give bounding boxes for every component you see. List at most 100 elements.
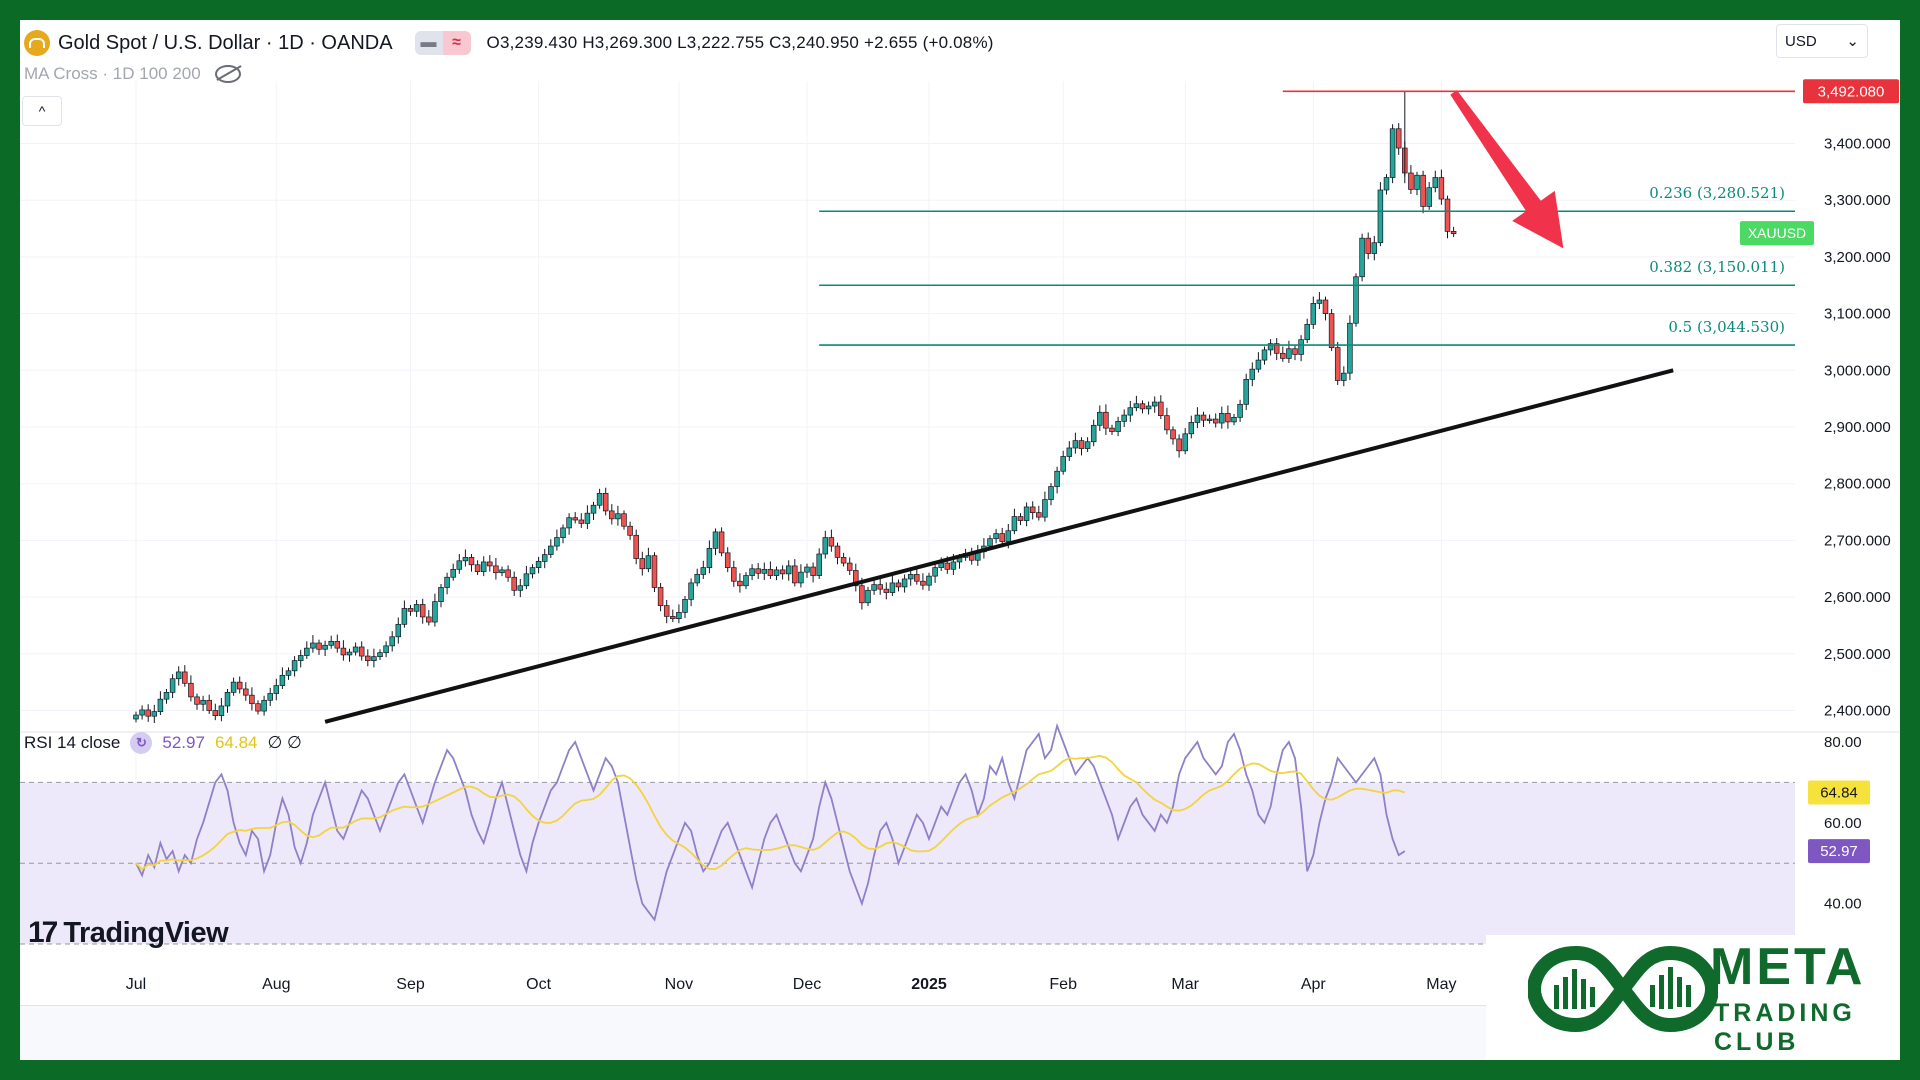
candle-up <box>1267 343 1274 351</box>
candle-down <box>1158 401 1164 417</box>
candle <box>724 547 731 573</box>
candle-up <box>1188 422 1195 435</box>
candle-up <box>523 573 530 587</box>
candle-up <box>1054 470 1060 487</box>
candle-down <box>1036 512 1042 518</box>
candle <box>871 580 877 595</box>
price-tick-label: 2,600.000 <box>1824 589 1891 606</box>
candle-down <box>1200 414 1207 421</box>
candle <box>1359 233 1365 282</box>
candle <box>810 562 816 583</box>
gold-symbol-icon[interactable] <box>24 30 50 56</box>
candle <box>932 563 938 583</box>
candle-down <box>407 608 414 612</box>
candle <box>157 691 164 716</box>
candle-up <box>761 568 768 574</box>
candle <box>1072 432 1079 454</box>
candle <box>743 572 749 590</box>
candle-up <box>554 537 560 547</box>
candle <box>462 549 469 567</box>
ma-cross-legend[interactable]: MA Cross · 1D 100 200 <box>24 64 241 84</box>
price-axis[interactable]: 3,400.000 3,300.000 3,200.000 3,100.000 3,00… <box>1740 79 1899 913</box>
candle <box>578 513 585 528</box>
symbol-title[interactable]: Gold Spot / U.S. Dollar · 1D · OANDA <box>58 31 393 54</box>
candle <box>615 505 621 526</box>
candle-down <box>828 537 835 547</box>
candle <box>1292 345 1298 361</box>
candle-down <box>1420 174 1426 207</box>
candle-up <box>535 561 542 568</box>
candle-up <box>1042 499 1048 518</box>
candle <box>840 552 847 567</box>
price-tick-label: 2,500.000 <box>1824 646 1891 663</box>
candle <box>499 566 505 577</box>
candle <box>1145 401 1152 415</box>
candle-up <box>322 644 328 650</box>
rsi-tick-label: 60.00 <box>1824 815 1862 832</box>
collapse-legend-button[interactable]: ^ <box>22 96 62 126</box>
candle-down <box>999 533 1005 542</box>
candle <box>1158 395 1164 420</box>
time-tick-label: Sep <box>396 976 425 993</box>
rsi-legend[interactable]: RSI 14 close ↻ 52.97 64.84 ∅ ∅ <box>24 732 302 754</box>
candle <box>401 600 408 628</box>
candle-down <box>206 699 212 711</box>
candle-down <box>731 567 737 582</box>
candle-up <box>230 681 237 693</box>
candle-up <box>1048 486 1054 500</box>
candle <box>480 556 487 577</box>
candle <box>541 548 548 569</box>
tradingview-logo[interactable]: 17 TradingView <box>28 916 229 950</box>
candle <box>535 556 542 574</box>
time-tick-label: Nov <box>664 976 694 993</box>
chart-mode-toggle[interactable]: ▬ ≈ <box>414 31 471 55</box>
candle <box>645 547 652 573</box>
candle <box>1212 413 1219 428</box>
candle-down <box>487 561 493 567</box>
hidden-eye-icon[interactable] <box>214 65 241 83</box>
candle <box>968 547 975 565</box>
time-tick-label: Mar <box>1171 976 1199 993</box>
candle-up <box>395 623 402 638</box>
candle <box>1261 346 1268 365</box>
candle-down <box>657 587 664 606</box>
price-chart[interactable]: 0.236 (3,280.521) 0.382 (3,150.011) 0.5 (3… <box>20 20 1900 1060</box>
candle <box>438 584 444 608</box>
price-tick-label: 2,700.000 <box>1824 532 1891 549</box>
candle-down <box>1322 299 1329 314</box>
candle-up <box>413 604 420 612</box>
candle <box>1426 182 1432 210</box>
candle <box>657 582 664 612</box>
currency-select[interactable]: USD ⌄ <box>1776 24 1868 58</box>
candle <box>792 559 798 587</box>
candle <box>224 688 231 713</box>
candle-up <box>590 504 597 514</box>
candle <box>255 700 261 715</box>
candle <box>1249 362 1256 387</box>
trendline[interactable] <box>324 368 1674 724</box>
symbol-badge[interactable] <box>1740 221 1814 246</box>
candle-up <box>383 645 389 654</box>
candle <box>322 640 328 657</box>
candle <box>212 703 219 721</box>
rsi-line <box>135 722 1406 922</box>
candle <box>639 551 646 576</box>
candle-up <box>401 608 408 625</box>
candle-down <box>1444 198 1451 232</box>
wave-mode-icon[interactable]: ≈ <box>442 31 471 55</box>
candle-down <box>724 552 731 568</box>
candle <box>718 527 725 557</box>
bar-mode-icon[interactable]: ▬ <box>414 31 443 55</box>
candle-up <box>694 574 700 584</box>
candle-up <box>1377 189 1384 244</box>
candle-down <box>1109 427 1115 432</box>
candle <box>279 667 286 689</box>
candle <box>1231 413 1237 426</box>
candle-up <box>139 709 145 716</box>
candle <box>297 649 304 668</box>
candle-down <box>365 655 371 661</box>
refresh-icon[interactable]: ↻ <box>130 732 153 754</box>
candle-up <box>1347 322 1353 374</box>
high-price-badge-label: 3,492.080 <box>1818 83 1885 100</box>
candle <box>456 554 463 574</box>
